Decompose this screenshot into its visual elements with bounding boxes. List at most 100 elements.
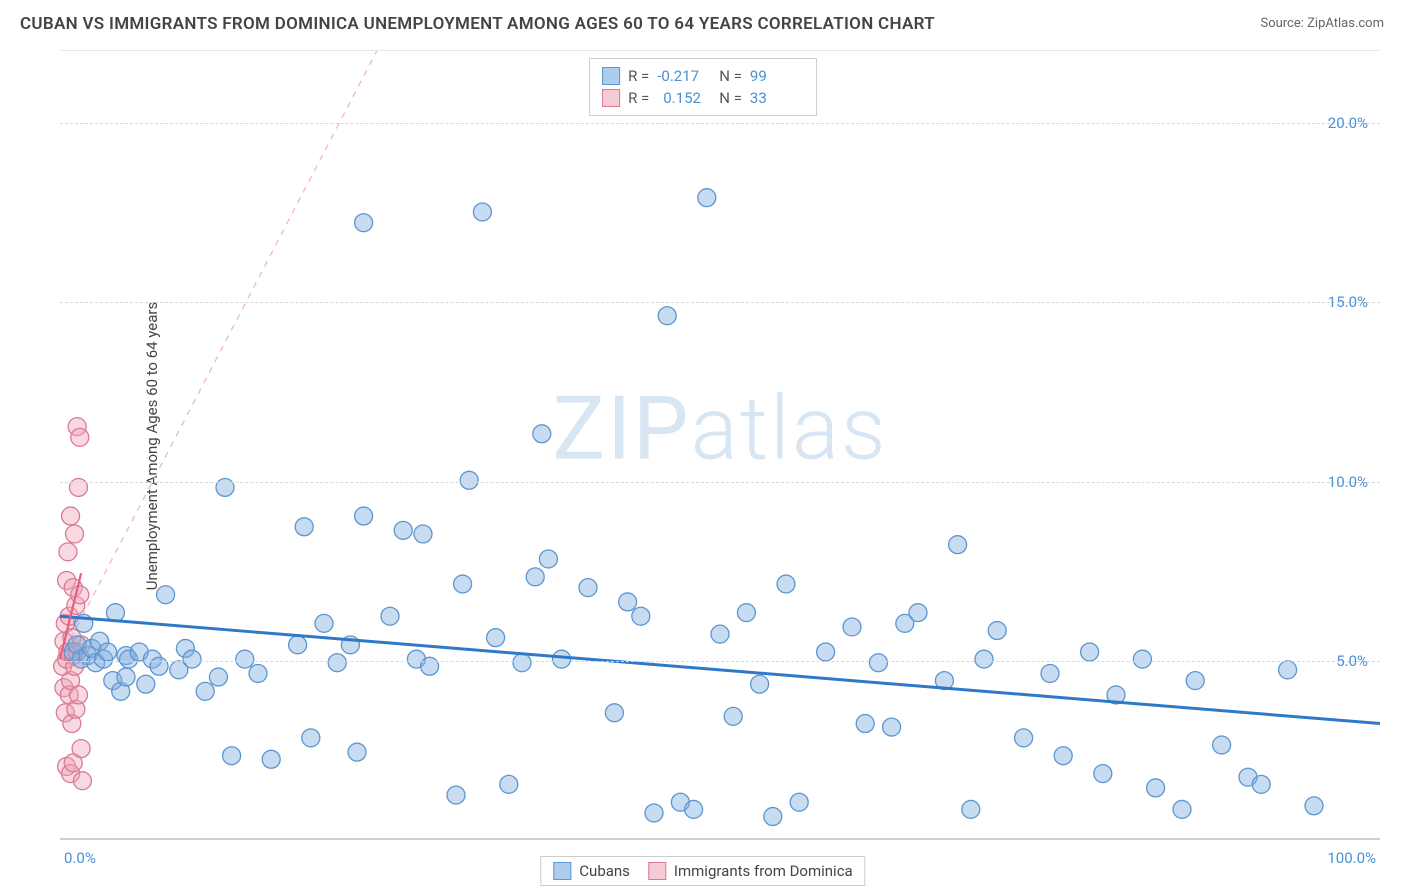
point-cubans [869,654,887,672]
point-cubans [1133,650,1151,668]
point-cubans [962,800,980,818]
point-cubans [605,704,623,722]
point-cubans [348,743,366,761]
trend-extension-dominica [60,51,377,659]
point-cubans [454,575,472,593]
point-cubans [658,307,676,325]
point-cubans [1173,800,1191,818]
r-value-dominica: 0.152 [657,89,711,107]
legend-row-cubans: R = -0.217 N = 99 [602,65,804,87]
series-legend: Cubans Immigrants from Dominica [540,856,865,886]
point-dominica [69,686,87,704]
n-value-dominica: 33 [750,89,804,107]
point-cubans [988,622,1006,640]
plot-area: ZIPatlas 5.0%10.0%15.0%20.0%0.0%100.0% [60,50,1380,840]
point-cubans [843,618,861,636]
point-cubans [685,800,703,818]
r-label: R = [628,89,649,107]
point-cubans [533,425,551,443]
point-cubans [645,804,663,822]
point-cubans [302,729,320,747]
point-cubans [1094,765,1112,783]
y-tick-label: 20.0% [1328,114,1368,132]
point-cubans [99,643,117,661]
r-value-cubans: -0.217 [657,67,711,85]
point-cubans [223,747,241,765]
point-cubans [1279,661,1297,679]
point-cubans [394,521,412,539]
source-label: Source: ZipAtlas.com [1260,16,1384,31]
point-cubans [355,214,373,232]
point-cubans [262,750,280,768]
y-tick-label: 5.0% [1336,652,1368,670]
point-dominica [71,428,89,446]
point-cubans [328,654,346,672]
point-cubans [698,189,716,207]
point-cubans [315,614,333,632]
point-cubans [632,607,650,625]
point-cubans [1015,729,1033,747]
correlation-legend: R = -0.217 N = 99 R = 0.152 N = 33 [589,58,817,116]
point-cubans [355,507,373,525]
point-cubans [196,682,214,700]
point-cubans [289,636,307,654]
point-cubans [949,536,967,554]
point-cubans [790,793,808,811]
point-cubans [553,650,571,668]
point-cubans [883,718,901,736]
point-cubans [1213,736,1231,754]
legend-row-dominica: R = 0.152 N = 33 [602,87,804,109]
legend-label-dominica: Immigrants from Dominica [674,862,853,880]
point-cubans [1186,672,1204,690]
swatch-blue-icon [602,67,620,85]
y-tick-label: 10.0% [1328,473,1368,491]
point-cubans [1305,797,1323,815]
y-tick-label: 15.0% [1328,293,1368,311]
point-cubans [526,568,544,586]
point-cubans [777,575,795,593]
point-cubans [711,625,729,643]
point-cubans [500,775,518,793]
point-cubans [909,604,927,622]
point-cubans [539,550,557,568]
gridline [60,661,1380,662]
point-cubans [513,654,531,672]
point-cubans [1081,643,1099,661]
point-cubans [414,525,432,543]
point-cubans [473,203,491,221]
x-tick-label: 100.0% [1327,849,1376,867]
point-cubans [209,668,227,686]
point-dominica [62,507,80,525]
legend-item-cubans: Cubans [553,862,630,880]
point-cubans [447,786,465,804]
n-value-cubans: 99 [750,67,804,85]
point-cubans [249,664,267,682]
point-dominica [72,740,90,758]
point-dominica [66,525,84,543]
point-cubans [421,657,439,675]
n-label: N = [719,89,742,107]
point-cubans [157,586,175,604]
x-tick-label: 0.0% [64,849,96,867]
legend-label-cubans: Cubans [579,862,630,880]
point-cubans [724,707,742,725]
point-cubans [856,715,874,733]
gridline [60,302,1380,303]
n-label: N = [719,67,742,85]
gridline [60,482,1380,483]
point-cubans [1054,747,1072,765]
point-cubans [737,604,755,622]
point-cubans [460,471,478,489]
swatch-blue-icon [553,862,571,880]
point-cubans [817,643,835,661]
point-cubans [487,629,505,647]
r-label: R = [628,67,649,85]
point-dominica [73,772,91,790]
point-cubans [751,675,769,693]
point-cubans [619,593,637,611]
point-cubans [1252,775,1270,793]
point-cubans [183,650,201,668]
scatter-svg [60,51,1380,838]
point-cubans [150,657,168,675]
point-cubans [579,579,597,597]
